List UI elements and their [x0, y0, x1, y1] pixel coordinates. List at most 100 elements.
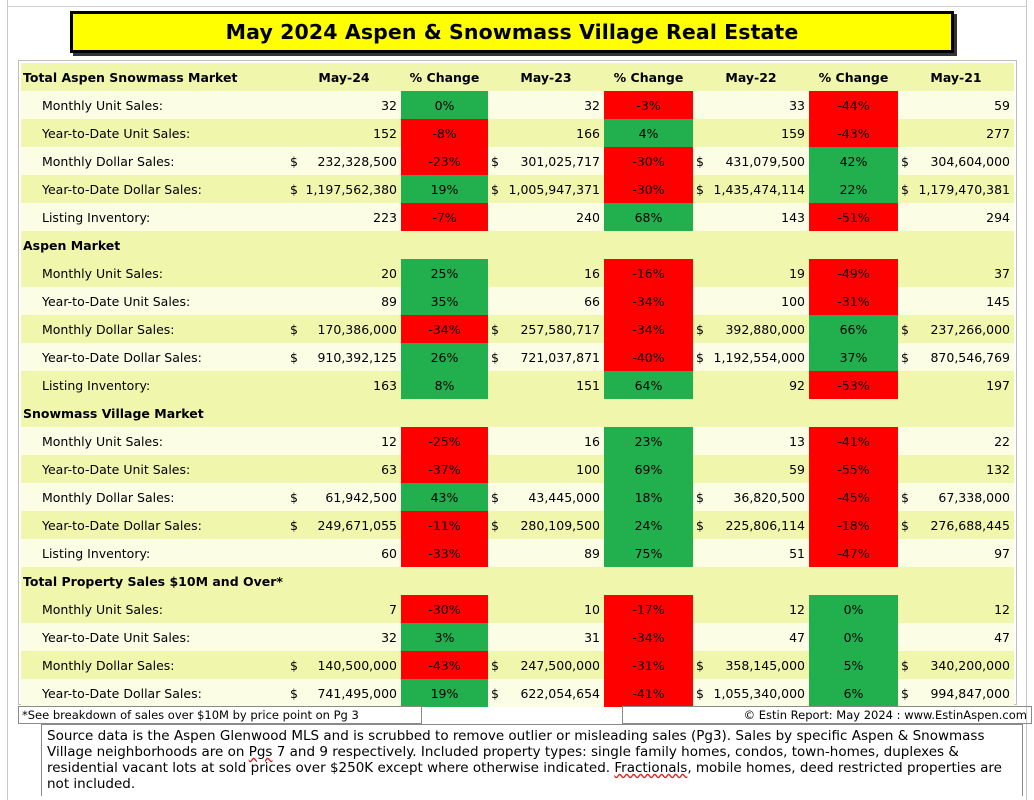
- header-market-label: Total Aspen Snowmass Market: [21, 63, 287, 91]
- pct-change-cell: 66%: [809, 315, 898, 343]
- pct-change-cell: -44%: [809, 91, 898, 119]
- cell-value: 358,145,000: [725, 657, 805, 673]
- table-row: Monthly Unit Sales: 12 -25% 16 23% 13 -41% 22: [21, 427, 1014, 455]
- page-edge-top: [7, 6, 1027, 7]
- pct-change-cell: 22%: [809, 175, 898, 203]
- value-cell: 145: [898, 287, 1014, 315]
- value-cell: $249,671,055: [287, 511, 401, 539]
- pct-change-cell: -30%: [604, 147, 693, 175]
- cell-value: 47: [994, 629, 1010, 645]
- value-cell: 143: [693, 203, 809, 231]
- currency-symbol: $: [696, 517, 704, 533]
- currency-symbol: $: [696, 685, 704, 701]
- cell-value: 276,688,445: [930, 517, 1010, 533]
- currency-symbol: $: [696, 181, 704, 197]
- pct-change-cell: -49%: [809, 259, 898, 287]
- cell-value: 166: [576, 125, 600, 141]
- value-cell: 32: [488, 91, 604, 119]
- value-cell: $276,688,445: [898, 511, 1014, 539]
- pct-change-cell: -17%: [604, 595, 693, 623]
- cell-value: 197: [986, 377, 1010, 393]
- cell-value: 240: [576, 209, 600, 225]
- pct-change-cell: -18%: [809, 511, 898, 539]
- cell-value: 249,671,055: [317, 517, 397, 533]
- footnote: *See breakdown of sales over $10M by pri…: [18, 706, 422, 724]
- value-cell: 19: [693, 259, 809, 287]
- value-cell: 63: [287, 455, 401, 483]
- table-row: Monthly Unit Sales: 20 25% 16 -16% 19 -49% 37: [21, 259, 1014, 287]
- cell-value: 33: [789, 97, 805, 113]
- pct-change-cell: 75%: [604, 539, 693, 567]
- value-cell: $910,392,125: [287, 343, 401, 371]
- table-row: Listing Inventory: 60 -33% 89 75% 51 -47% 97: [21, 539, 1014, 567]
- cell-value: 12: [994, 601, 1010, 617]
- value-cell: 12: [287, 427, 401, 455]
- section-title: Snowmass Village Market: [21, 399, 1014, 427]
- value-cell: $741,495,000: [287, 679, 401, 707]
- cell-value: 19: [789, 265, 805, 281]
- cell-value: 870,546,769: [930, 349, 1010, 365]
- cell-value: 294: [986, 209, 1010, 225]
- pct-change-cell: 24%: [604, 511, 693, 539]
- pct-change-cell: -30%: [401, 595, 488, 623]
- section-title: Total Property Sales $10M and Over*: [21, 567, 1014, 595]
- value-cell: $257,580,717: [488, 315, 604, 343]
- cell-value: 43,445,000: [528, 489, 600, 505]
- value-cell: $67,338,000: [898, 483, 1014, 511]
- header-pct-change-5: % Change: [809, 63, 898, 91]
- header-period-6: May-21: [898, 63, 1014, 91]
- cell-value: 20: [381, 265, 397, 281]
- cell-value: 60: [381, 545, 397, 561]
- value-cell: $304,604,000: [898, 147, 1014, 175]
- pct-change-cell: -16%: [604, 259, 693, 287]
- value-cell: 89: [488, 539, 604, 567]
- cell-value: 431,079,500: [725, 153, 805, 169]
- value-cell: $1,005,947,371: [488, 175, 604, 203]
- pct-change-cell: -31%: [809, 287, 898, 315]
- pct-change-cell: -31%: [604, 651, 693, 679]
- value-cell: $994,847,000: [898, 679, 1014, 707]
- value-cell: $280,109,500: [488, 511, 604, 539]
- value-cell: $232,328,500: [287, 147, 401, 175]
- table-row: Year-to-Date Dollar Sales: $1,197,562,380…: [21, 175, 1014, 203]
- row-label: Year-to-Date Dollar Sales:: [21, 343, 287, 371]
- cell-value: 47: [789, 629, 805, 645]
- cell-value: 66: [584, 293, 600, 309]
- cell-value: 63: [381, 461, 397, 477]
- value-cell: 33: [693, 91, 809, 119]
- value-cell: $225,806,114: [693, 511, 809, 539]
- cell-value: 32: [381, 629, 397, 645]
- value-cell: 100: [693, 287, 809, 315]
- value-cell: $1,435,474,114: [693, 175, 809, 203]
- header-period-0: May-24: [287, 63, 401, 91]
- value-cell: $237,266,000: [898, 315, 1014, 343]
- value-cell: 159: [693, 119, 809, 147]
- value-cell: 16: [488, 427, 604, 455]
- pct-change-cell: 3%: [401, 623, 488, 651]
- value-cell: $247,500,000: [488, 651, 604, 679]
- row-label: Monthly Dollar Sales:: [21, 651, 287, 679]
- pct-change-cell: 19%: [401, 175, 488, 203]
- currency-symbol: $: [901, 517, 909, 533]
- currency-symbol: $: [491, 321, 499, 337]
- row-label: Year-to-Date Unit Sales:: [21, 455, 287, 483]
- row-label: Year-to-Date Dollar Sales:: [21, 175, 287, 203]
- row-label: Listing Inventory:: [21, 371, 287, 399]
- pct-change-cell: -30%: [604, 175, 693, 203]
- pct-change-cell: 19%: [401, 679, 488, 707]
- cell-value: 143: [781, 209, 805, 225]
- value-cell: 59: [898, 91, 1014, 119]
- cell-value: 237,266,000: [930, 321, 1010, 337]
- cell-value: 67,338,000: [938, 489, 1010, 505]
- table-row: Year-to-Date Unit Sales: 63 -37% 100 69% 59 -5…: [21, 455, 1014, 483]
- cell-value: 16: [584, 433, 600, 449]
- table-row: Year-to-Date Dollar Sales: $249,671,055 -1…: [21, 511, 1014, 539]
- table-row: Year-to-Date Dollar Sales: $741,495,000 19…: [21, 679, 1014, 707]
- header-pct-change-1: % Change: [401, 63, 488, 91]
- cell-value: 16: [584, 265, 600, 281]
- pct-change-cell: -34%: [604, 287, 693, 315]
- currency-symbol: $: [901, 657, 909, 673]
- pct-change-cell: -51%: [809, 203, 898, 231]
- currency-symbol: $: [491, 181, 499, 197]
- row-label: Monthly Unit Sales:: [21, 595, 287, 623]
